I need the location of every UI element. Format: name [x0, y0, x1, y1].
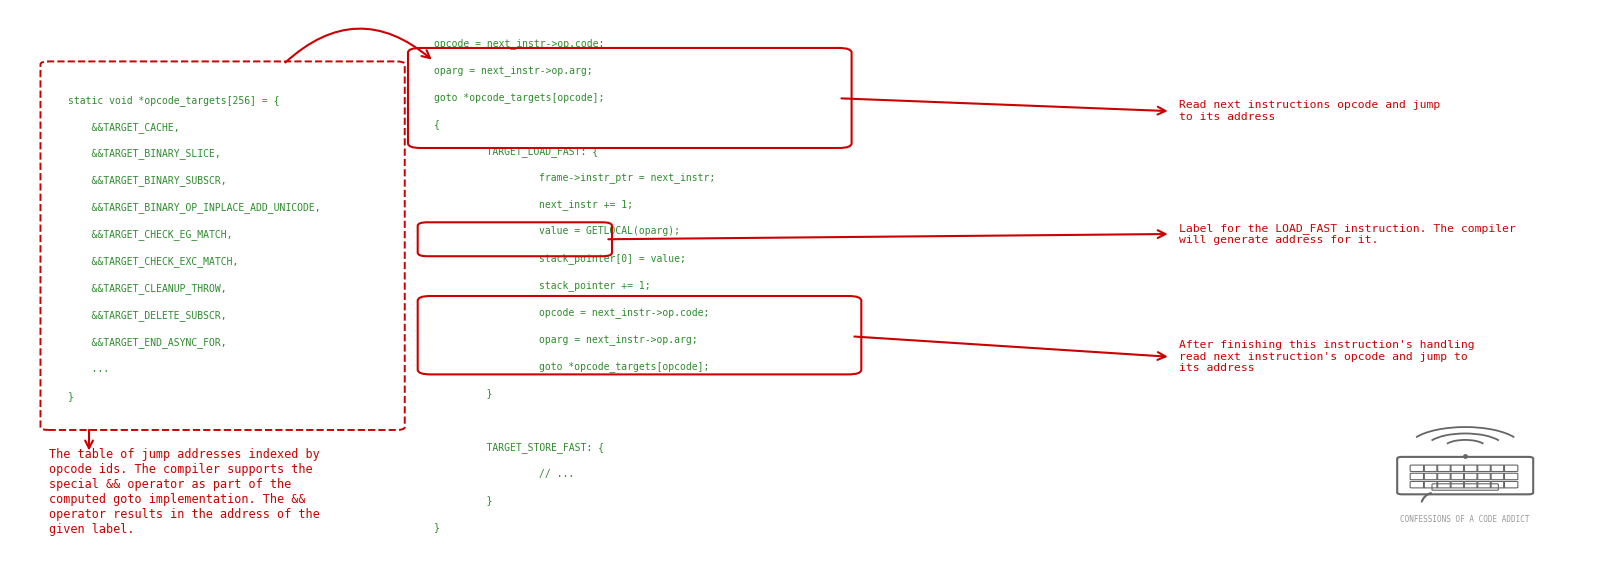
Text: &&TARGET_BINARY_SLICE,: &&TARGET_BINARY_SLICE, — [68, 149, 220, 160]
Text: TARGET_LOAD_FAST: {: TARGET_LOAD_FAST: { — [463, 146, 597, 157]
Text: CONFESSIONS OF A CODE ADDICT: CONFESSIONS OF A CODE ADDICT — [1400, 515, 1530, 524]
Text: static void *opcode_targets[256] = {: static void *opcode_targets[256] = { — [68, 95, 280, 106]
Text: opcode = next_instr->op.code;: opcode = next_instr->op.code; — [492, 307, 709, 318]
Text: }: } — [463, 388, 492, 398]
Text: &&TARGET_BINARY_SUBSCR,: &&TARGET_BINARY_SUBSCR, — [68, 176, 227, 187]
Text: Label for the LOAD_FAST instruction. The compiler
will generate address for it.: Label for the LOAD_FAST instruction. The… — [1179, 223, 1515, 245]
Text: oparg = next_instr->op.arg;: oparg = next_instr->op.arg; — [434, 65, 593, 76]
Text: stack_pointer += 1;: stack_pointer += 1; — [492, 280, 651, 291]
Text: frame->instr_ptr = next_instr;: frame->instr_ptr = next_instr; — [492, 173, 716, 184]
Text: oparg = next_instr->op.arg;: oparg = next_instr->op.arg; — [492, 334, 698, 345]
Text: goto *opcode_targets[opcode];: goto *opcode_targets[opcode]; — [434, 92, 604, 103]
Text: &&TARGET_END_ASYNC_FOR,: &&TARGET_END_ASYNC_FOR, — [68, 337, 227, 348]
Text: &&TARGET_BINARY_OP_INPLACE_ADD_UNICODE,: &&TARGET_BINARY_OP_INPLACE_ADD_UNICODE, — [68, 202, 321, 214]
Text: TARGET_STORE_FAST: {: TARGET_STORE_FAST: { — [463, 442, 604, 453]
FancyArrowPatch shape — [86, 430, 92, 448]
Text: }: } — [463, 495, 492, 505]
Text: ...: ... — [68, 364, 108, 374]
Text: opcode = next_instr->op.code;: opcode = next_instr->op.code; — [434, 38, 604, 49]
Text: &&TARGET_CHECK_EXC_MATCH,: &&TARGET_CHECK_EXC_MATCH, — [68, 256, 238, 267]
Text: &&TARGET_CACHE,: &&TARGET_CACHE, — [68, 122, 180, 133]
FancyArrowPatch shape — [285, 29, 431, 63]
Text: goto *opcode_targets[opcode];: goto *opcode_targets[opcode]; — [492, 361, 709, 372]
Text: After finishing this instruction's handling
read next instruction's opcode and j: After finishing this instruction's handl… — [1179, 340, 1475, 373]
Text: Read next instructions opcode and jump
to its address: Read next instructions opcode and jump t… — [1179, 101, 1439, 122]
Text: next_instr += 1;: next_instr += 1; — [492, 199, 633, 211]
Text: // ...: // ... — [492, 469, 575, 479]
Text: &&TARGET_CHECK_EG_MATCH,: &&TARGET_CHECK_EG_MATCH, — [68, 229, 233, 240]
FancyArrowPatch shape — [1421, 493, 1431, 501]
Text: &&TARGET_CLEANUP_THROW,: &&TARGET_CLEANUP_THROW, — [68, 283, 227, 294]
Text: stack_pointer[0] = value;: stack_pointer[0] = value; — [492, 253, 686, 264]
Text: {: { — [434, 119, 440, 129]
Text: value = GETLOCAL(oparg);: value = GETLOCAL(oparg); — [492, 226, 680, 236]
Text: }: } — [434, 522, 440, 532]
Text: &&TARGET_DELETE_SUBSCR,: &&TARGET_DELETE_SUBSCR, — [68, 310, 227, 321]
Text: }: } — [68, 391, 74, 401]
Text: The table of jump addresses indexed by
opcode ids. The compiler supports the
spe: The table of jump addresses indexed by o… — [49, 448, 319, 535]
